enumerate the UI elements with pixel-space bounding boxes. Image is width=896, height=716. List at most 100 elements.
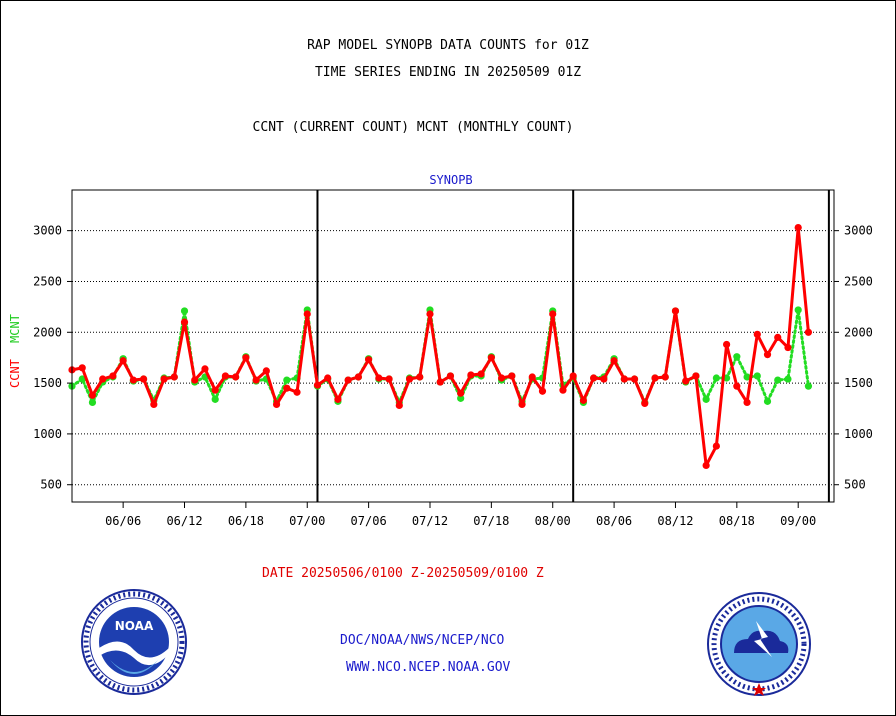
data-point-ccnt — [344, 376, 352, 384]
series-layer — [68, 224, 813, 470]
data-point-ccnt — [436, 378, 444, 386]
data-point-ccnt — [610, 357, 618, 365]
data-point-ccnt — [671, 307, 680, 315]
y-tick-label-left: 3000 — [33, 224, 62, 238]
y-axis-label-mcnt: MCNT — [8, 314, 22, 343]
data-point-ccnt — [119, 357, 127, 365]
data-point-ccnt — [211, 386, 219, 394]
y-tick-label-left: 2000 — [33, 325, 62, 339]
x-tick-label: 08/00 — [535, 514, 571, 528]
chart-subtitle: SYNOPB — [429, 173, 472, 187]
y-axis-label-ccnt: CCNT — [8, 359, 22, 388]
data-point-ccnt — [334, 395, 342, 403]
x-tick-label: 08/06 — [596, 514, 632, 528]
data-point-mcnt — [743, 373, 751, 381]
data-point-ccnt — [170, 373, 178, 381]
data-point-ccnt — [242, 354, 250, 362]
data-point-mcnt — [211, 395, 219, 403]
x-tick-label: 07/06 — [351, 514, 387, 528]
data-point-ccnt — [538, 387, 547, 395]
data-point-mcnt — [794, 306, 802, 314]
data-point-ccnt — [549, 310, 557, 318]
data-point-ccnt — [283, 384, 291, 392]
vertical-lines-layer — [316, 190, 830, 502]
data-point-ccnt — [293, 388, 301, 396]
data-point-ccnt — [733, 382, 741, 390]
data-point-ccnt — [641, 399, 649, 408]
website-label: WWW.NCO.NCEP.NOAA.GOV — [346, 660, 511, 675]
data-point-ccnt — [753, 330, 761, 338]
data-point-ccnt — [784, 343, 792, 352]
data-point-ccnt — [416, 373, 424, 381]
y-tick-label-right: 500 — [844, 478, 866, 492]
data-point-ccnt — [518, 400, 526, 409]
data-point-ccnt — [620, 375, 628, 383]
organization-label: DOC/NOAA/NWS/NCEP/NCO — [340, 633, 505, 648]
data-point-ccnt — [579, 396, 588, 404]
y-tick-label-right: 3000 — [844, 224, 873, 238]
x-tick-label: 06/18 — [228, 514, 264, 528]
data-point-ccnt — [109, 372, 117, 380]
data-point-mcnt — [733, 353, 741, 361]
data-point-ccnt — [252, 376, 260, 384]
data-point-ccnt — [180, 318, 189, 326]
data-point-ccnt — [313, 381, 322, 389]
noaa-logo-icon: NOAA — [81, 589, 187, 695]
data-point-mcnt — [712, 374, 720, 382]
data-point-mcnt — [283, 376, 291, 384]
data-point-ccnt — [630, 375, 639, 383]
x-tick-label: 08/18 — [719, 514, 755, 528]
y-tick-label-left: 2500 — [33, 274, 62, 288]
chart-title-line1: RAP MODEL SYNOPB DATA COUNTS for 01Z — [307, 38, 589, 53]
data-point-ccnt — [324, 374, 332, 382]
tick-layer: 500 500 1000 1000 1500 1500 2000 2000 2500 2500 30… — [33, 224, 873, 528]
data-point-ccnt — [559, 386, 567, 394]
data-point-ccnt — [129, 376, 137, 384]
data-point-ccnt — [88, 391, 97, 399]
data-point-mcnt — [457, 394, 465, 402]
y-tick-label-right: 2500 — [844, 274, 873, 288]
data-point-ccnt — [712, 442, 720, 450]
x-tick-label: 08/12 — [657, 514, 693, 528]
data-point-ccnt — [232, 373, 240, 381]
chart-title-line2: TIME SERIES ENDING IN 20250509 01Z — [314, 65, 582, 80]
data-point-ccnt — [191, 376, 199, 384]
data-point-ccnt — [375, 374, 383, 382]
data-point-mcnt — [753, 372, 761, 380]
data-point-ccnt — [99, 375, 107, 383]
data-point-mcnt — [180, 307, 189, 315]
y-tick-label-left: 1000 — [33, 427, 62, 441]
y-tick-label-left: 500 — [40, 478, 62, 492]
data-point-ccnt — [508, 372, 516, 380]
x-tick-label: 07/12 — [412, 514, 448, 528]
data-point-ccnt — [804, 328, 813, 336]
data-point-ccnt — [743, 398, 751, 407]
x-tick-label: 06/06 — [105, 514, 141, 528]
data-point-ccnt — [272, 400, 281, 409]
data-point-ccnt — [487, 354, 495, 362]
data-point-mcnt — [804, 382, 813, 390]
data-point-ccnt — [702, 461, 710, 470]
data-point-ccnt — [569, 372, 577, 380]
data-point-ccnt — [682, 377, 690, 385]
data-point-ccnt — [528, 373, 536, 381]
data-point-ccnt — [774, 333, 782, 341]
data-point-ccnt — [497, 374, 506, 382]
data-point-mcnt — [702, 395, 710, 403]
data-point-ccnt — [221, 372, 230, 380]
y-tick-label-right: 1000 — [844, 427, 873, 441]
data-point-mcnt — [88, 398, 97, 407]
plot-border — [71, 189, 835, 503]
national-weather-service-logo-icon — [707, 592, 811, 696]
data-point-ccnt — [150, 400, 158, 409]
data-point-ccnt — [365, 356, 373, 364]
data-point-ccnt — [385, 375, 393, 383]
data-point-mcnt — [774, 376, 782, 384]
data-point-ccnt — [723, 340, 731, 349]
y-tick-label-left: 1500 — [33, 376, 62, 390]
series-line-ccnt — [71, 226, 810, 467]
data-point-ccnt — [395, 401, 403, 410]
y-tick-label-right: 1500 — [844, 376, 873, 390]
svg-text:NOAA: NOAA — [115, 619, 154, 633]
